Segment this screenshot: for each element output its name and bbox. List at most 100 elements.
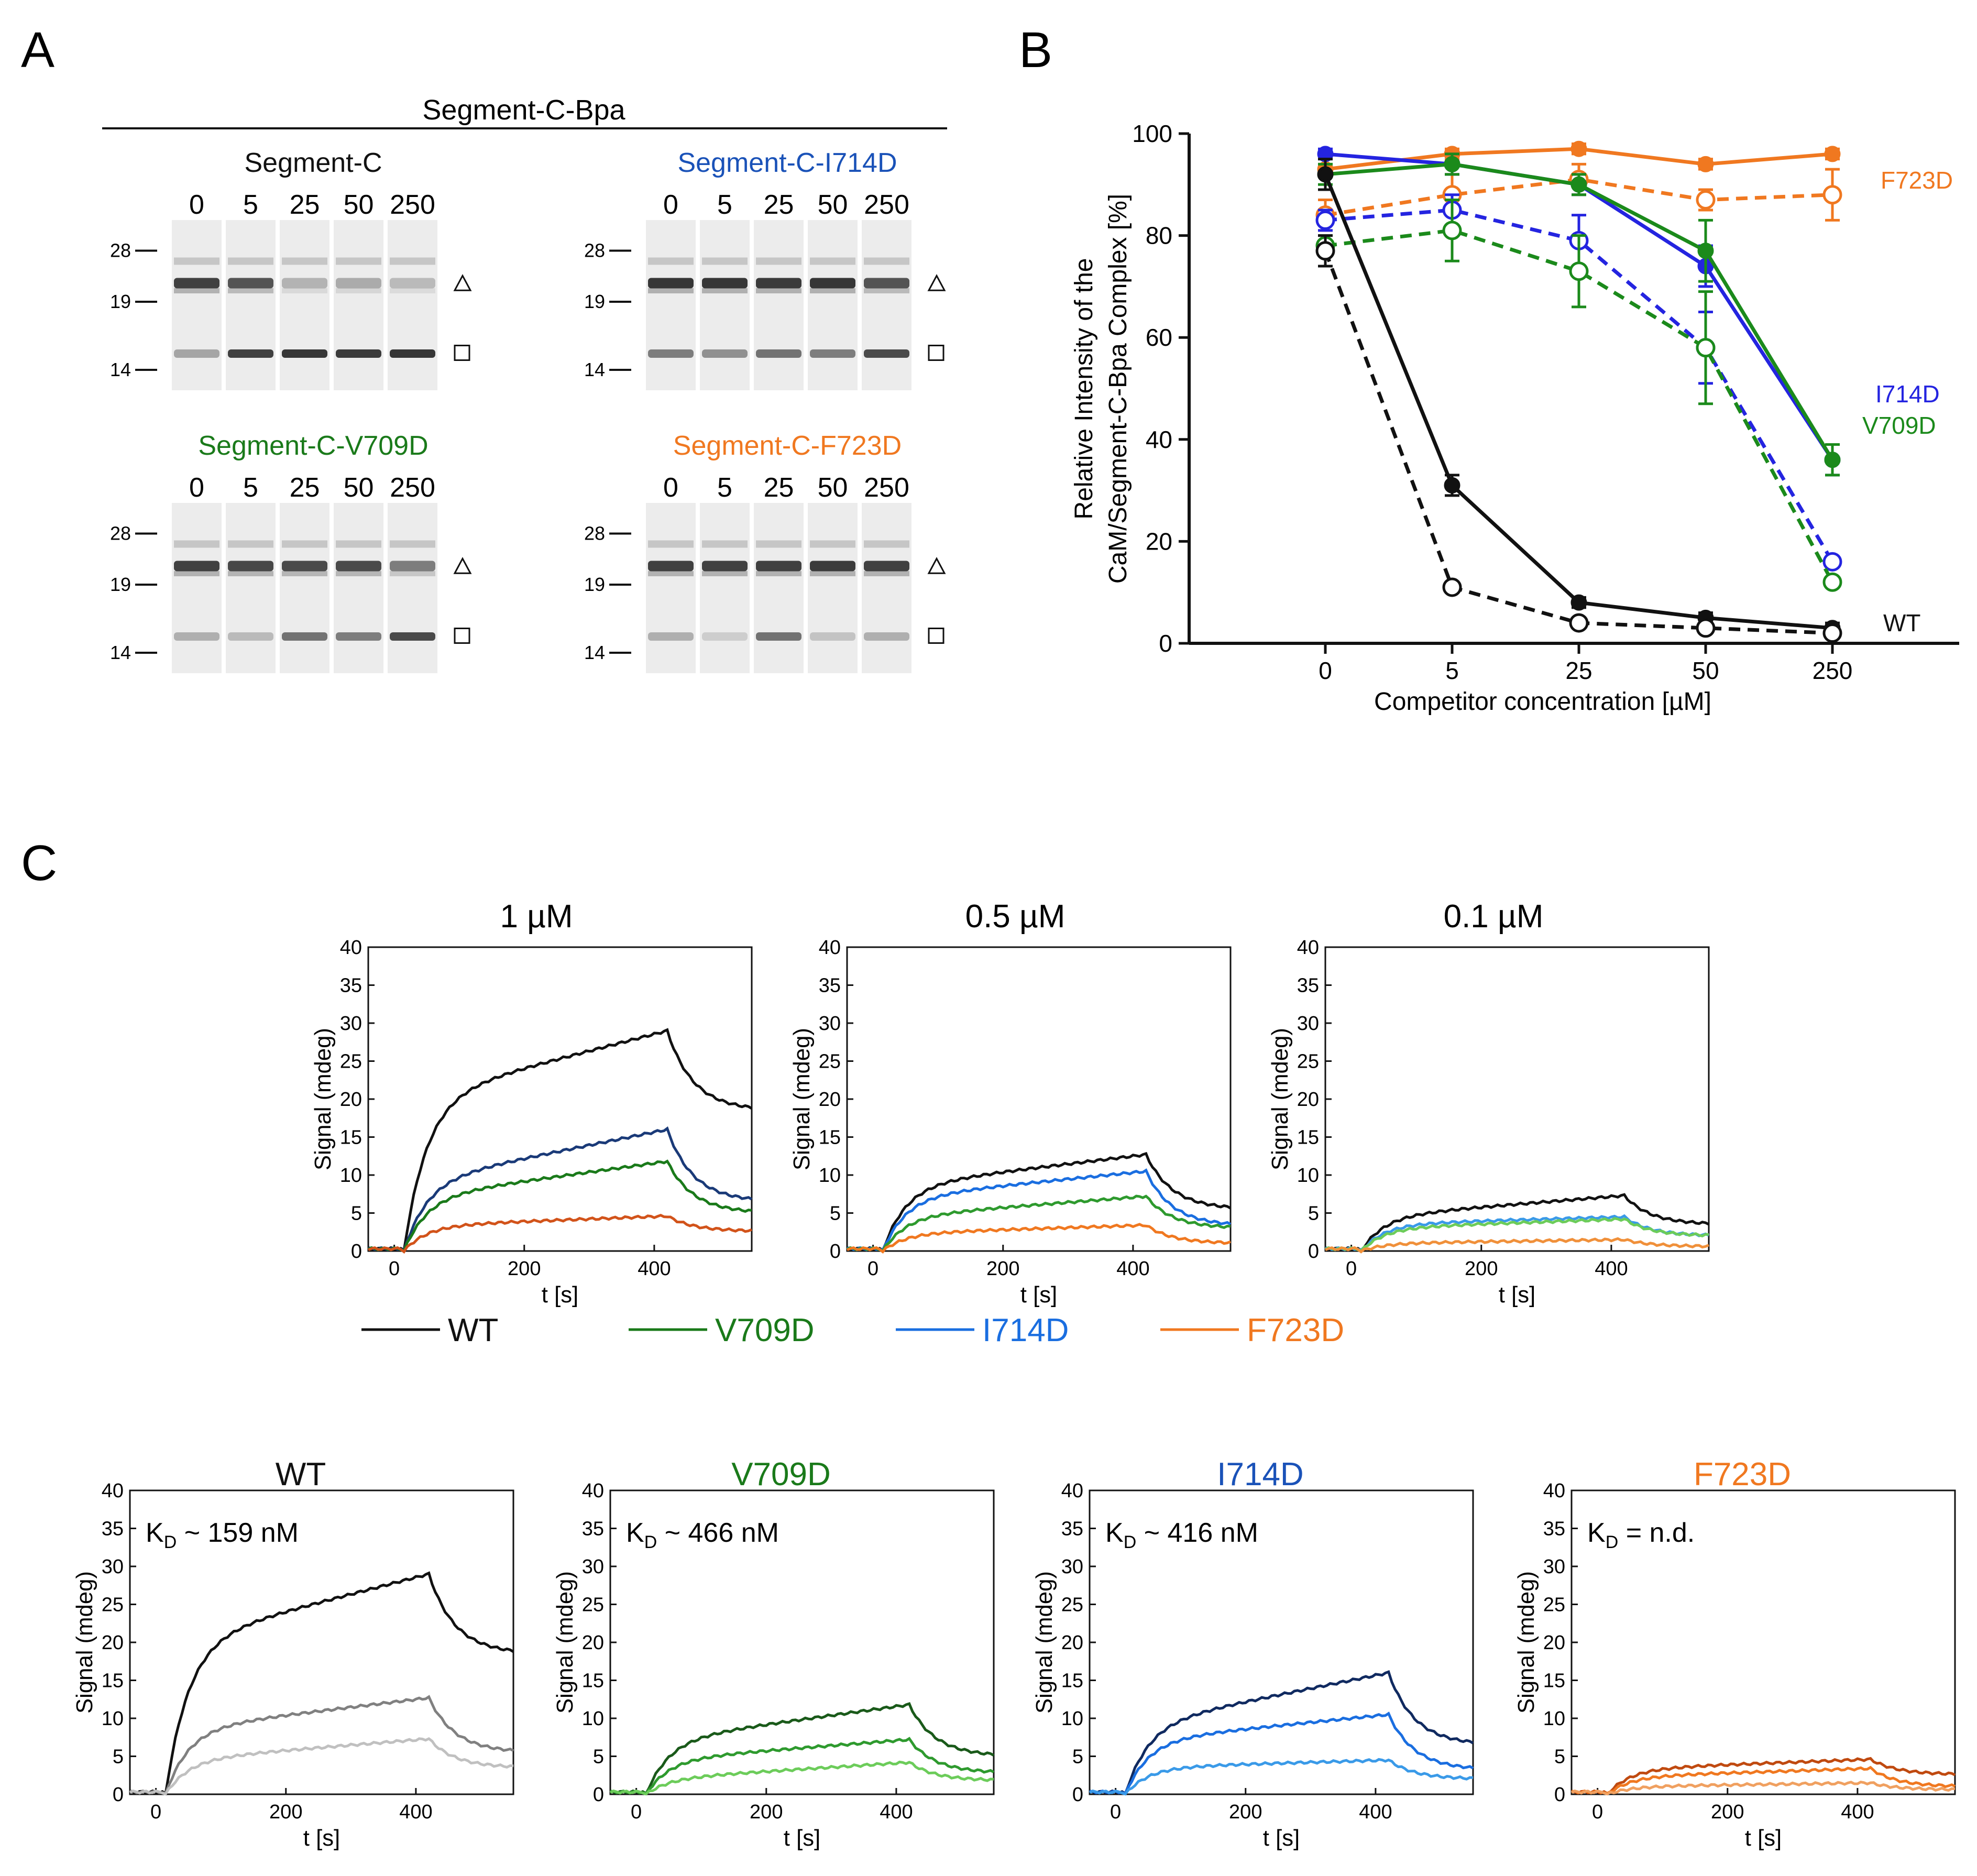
ctop-trace-1-2 — [846, 1194, 1231, 1253]
ctop-trace-2-0 — [1325, 1193, 1710, 1252]
gel-faint-band-1-5 — [390, 257, 435, 265]
gel-complex-band-4-4 — [810, 561, 855, 572]
cbot-kd-label-0: KD ~ 159 nM — [146, 1518, 299, 1552]
panel-label-c: C — [21, 835, 57, 891]
ctop-xtick-label-2-1: 200 — [1465, 1258, 1498, 1280]
gel-complex-band2-2-5 — [864, 288, 909, 293]
ctop-trace-0-2 — [367, 1159, 752, 1253]
ctop-ytick-label-2-1: 5 — [1308, 1203, 1319, 1225]
b-point-0-3 — [1697, 156, 1714, 172]
cbot-ytick-label-0-0: 0 — [113, 1784, 124, 1806]
b-xtick-label-2: 25 — [1565, 657, 1592, 684]
gel-complex-band2-1-4 — [336, 288, 381, 293]
gel-faint-band-2-4 — [810, 257, 855, 265]
ctop-ytick-label-2-0: 0 — [1308, 1241, 1319, 1263]
gel-lane-3-2 — [226, 503, 276, 673]
gel-complex-band-2-5 — [864, 278, 909, 289]
ctop-trace-0-3 — [368, 1214, 752, 1254]
b-point-6-0 — [1317, 166, 1334, 183]
gel-lane-2-2 — [700, 220, 750, 390]
gel-conc-label-1-4: 50 — [344, 190, 374, 220]
gel-lane-1-4 — [334, 220, 383, 390]
gel-cam-band-3-3 — [282, 632, 327, 641]
gel-complex-band2-3-5 — [390, 571, 435, 576]
gel-faint-band-1-4 — [336, 257, 381, 265]
cbot-ytick-label-3-8: 40 — [1543, 1480, 1565, 1502]
gel-faint-band-3-4 — [336, 540, 381, 548]
gel-complex-band-3-1 — [174, 561, 219, 572]
ctop-ytick-label-0-7: 35 — [340, 975, 362, 997]
cbot-xtick-label-3-0: 0 — [1592, 1801, 1603, 1823]
cbot-ytick-label-1-0: 0 — [593, 1784, 604, 1806]
ctop-title-1: 0.5 µM — [965, 898, 1066, 935]
cbot-ytick-label-3-3: 15 — [1543, 1670, 1565, 1692]
gel-faint-band-4-2 — [702, 540, 748, 548]
gel-complex-band-4-1 — [648, 561, 694, 572]
gel-complex-band2-4-4 — [810, 571, 855, 576]
cbot-x-title-0: t [s] — [303, 1825, 340, 1851]
gel-lane-1-5 — [388, 220, 437, 390]
gel-lane-2-1 — [646, 220, 696, 390]
gel-complex-band-1-3 — [282, 278, 327, 289]
b-point-5-4 — [1822, 572, 1842, 592]
ctop-xtick-label-2-2: 400 — [1595, 1258, 1628, 1280]
gel-conc-label-2-5: 250 — [864, 190, 909, 220]
b-series-line-3 — [1325, 208, 1835, 563]
ctop-x-title-2: t [s] — [1499, 1282, 1535, 1308]
b-point-4-2 — [1570, 176, 1587, 193]
gel-faint-band-3-5 — [390, 540, 435, 548]
gel-marker-label-2-2: 19 — [584, 291, 605, 312]
cbot-ytick-label-3-4: 20 — [1543, 1632, 1565, 1654]
gel-complex-band-2-3 — [756, 278, 801, 289]
b-point-0-4 — [1824, 146, 1841, 162]
gel-faint-band-4-4 — [810, 540, 855, 548]
gel-cam-band-2-5 — [864, 349, 909, 358]
cbot-ytick-label-2-2: 10 — [1061, 1708, 1083, 1730]
cbot-xtick-label-3-2: 400 — [1841, 1801, 1874, 1823]
gel-complex-band-3-5 — [390, 561, 435, 572]
ctop-x-title-1: t [s] — [1020, 1282, 1057, 1308]
gel-faint-band-1-3 — [282, 257, 327, 265]
ctop-ytick-label-1-7: 35 — [819, 975, 841, 997]
ctop-ytick-label-0-2: 10 — [340, 1165, 362, 1187]
ctop-ytick-label-1-3: 15 — [819, 1127, 841, 1149]
cbot-trace-3-1 — [1571, 1765, 1956, 1795]
gel-lane-3-1 — [172, 503, 222, 673]
gel-conc-label-4-2: 5 — [717, 473, 732, 503]
ctop-xtick-label-1-1: 200 — [986, 1258, 1019, 1280]
cbot-kd-label-2: KD ~ 416 nM — [1105, 1518, 1258, 1552]
cbot-kd-sub-3: D — [1606, 1532, 1619, 1552]
cbot-kd-sub-1: D — [644, 1532, 657, 1552]
gel-cam-band-4-4 — [810, 632, 855, 641]
triangle-icon-1 — [453, 274, 472, 291]
ctop-xtick-label-0-0: 0 — [389, 1258, 400, 1280]
gel-complex-band2-4-5 — [864, 571, 909, 576]
b-point-1-4 — [1822, 185, 1842, 205]
gel-lane-4-1 — [646, 503, 696, 673]
gel-cam-band-4-1 — [648, 632, 694, 641]
cbot-ytick-label-0-6: 30 — [102, 1556, 124, 1578]
b-series-label-wt: WT — [1883, 609, 1921, 637]
gel-title-2: Segment-C-I714D — [677, 148, 897, 178]
cbot-ytick-label-3-6: 30 — [1543, 1556, 1565, 1578]
b-point-3-4 — [1822, 552, 1842, 572]
cbot-title-1: V709D — [731, 1456, 831, 1493]
square-icon-1 — [454, 345, 470, 361]
b-point-5-3 — [1696, 338, 1716, 358]
gel-conc-label-3-3: 25 — [290, 473, 320, 503]
gel-complex-band-1-4 — [336, 278, 381, 289]
gel-conc-label-1-5: 250 — [390, 190, 435, 220]
gel-faint-band-2-5 — [864, 257, 909, 265]
cbot-kd-k-1: K — [626, 1518, 644, 1548]
b-ytick-label-1: 20 — [1146, 528, 1172, 555]
b-ytick-label-2: 40 — [1146, 426, 1172, 453]
gel-faint-band-4-3 — [756, 540, 801, 548]
gel-cam-band-1-3 — [282, 349, 327, 358]
cbot-ytick-label-0-4: 20 — [102, 1632, 124, 1654]
cbot-trace-1-0 — [610, 1702, 995, 1795]
gel-complex-band2-4-1 — [648, 571, 694, 576]
gel-complex-band-4-2 — [702, 561, 748, 572]
cbot-ytick-label-0-5: 25 — [102, 1594, 124, 1616]
cbot-kd-k-3: K — [1587, 1518, 1606, 1548]
